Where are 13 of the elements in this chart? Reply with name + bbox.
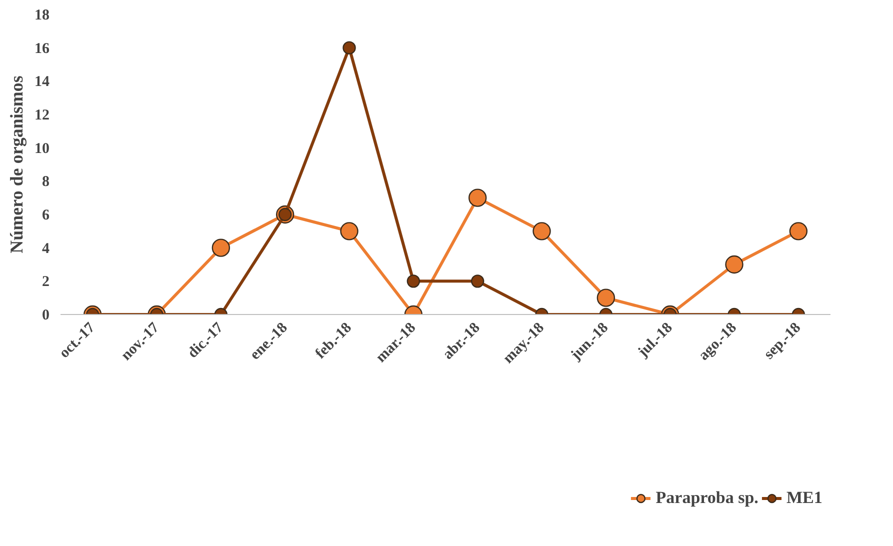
y-axis-title: Número de organismos (6, 76, 26, 254)
y-tick-label: 4 (42, 240, 50, 257)
y-tick-label: 12 (34, 108, 50, 124)
y-tick-label: 10 (34, 140, 50, 157)
legend-label: Paraproba sp. (656, 488, 758, 508)
y-tick-label: 14 (34, 74, 50, 90)
y-tick-label: 2 (42, 274, 50, 290)
y-tick-label: 16 (34, 40, 50, 57)
legend-label: ME1 (786, 488, 822, 508)
y-tick-label: 18 (34, 8, 50, 24)
y-tick-label: 0 (42, 308, 50, 324)
y-tick-label: 8 (42, 174, 50, 190)
y-tick-label: 6 (42, 208, 50, 224)
